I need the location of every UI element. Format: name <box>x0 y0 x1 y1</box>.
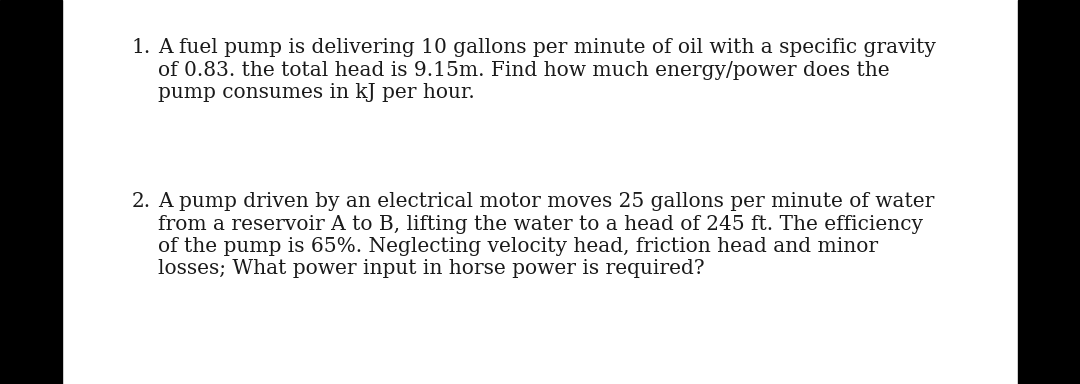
Text: 2.: 2. <box>132 192 151 211</box>
Text: A pump driven by an electrical motor moves 25 gallons per minute of water: A pump driven by an electrical motor mov… <box>158 192 934 211</box>
Text: A fuel pump is delivering 10 gallons per minute of oil with a specific gravity: A fuel pump is delivering 10 gallons per… <box>158 38 936 57</box>
Text: 1.: 1. <box>132 38 151 57</box>
Text: from a reservoir A to B, lifting the water to a head of 245 ft. The efficiency: from a reservoir A to B, lifting the wat… <box>158 215 923 233</box>
Text: of the pump is 65%. Neglecting velocity head, friction head and minor: of the pump is 65%. Neglecting velocity … <box>158 237 878 256</box>
Text: pump consumes in kJ per hour.: pump consumes in kJ per hour. <box>158 83 475 102</box>
Text: of 0.83. the total head is 9.15m. Find how much energy/power does the: of 0.83. the total head is 9.15m. Find h… <box>158 61 890 79</box>
Bar <box>0 0 62 384</box>
Bar <box>1018 0 1080 384</box>
Text: losses; What power input in horse power is required?: losses; What power input in horse power … <box>158 260 704 278</box>
